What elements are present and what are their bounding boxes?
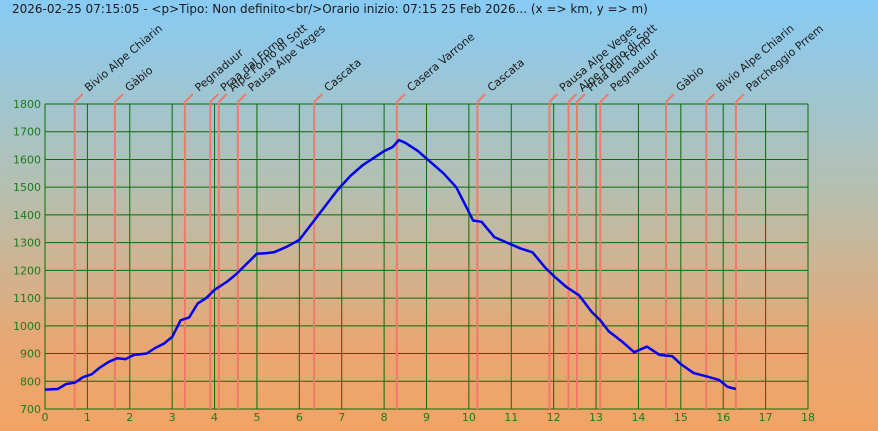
waypoint-tick [237,93,247,103]
x-tick-label: 9 [423,411,430,424]
waypoint-label: Cascata [485,56,527,94]
axis-ticks: 0 1 2 3 4 5 6 7 8 9 10 11 12 13 14 15 16 17 18700800900100… [13,98,815,424]
x-tick-label: 15 [674,411,688,424]
y-tick-label: 1700 [13,126,41,139]
y-tick-label: 1400 [13,209,41,222]
elevation-line [44,138,737,391]
chart-title: 2026-02-25 07:15:05 - <p>Tipo: Non defin… [12,2,648,16]
y-tick-label: 1800 [13,98,41,111]
waypoint-tick [548,93,559,103]
waypoint-tick [705,93,715,103]
waypoint-tick [396,93,406,103]
x-tick-label: 13 [589,411,603,424]
x-tick-label: 16 [716,411,730,424]
waypoint-tick [576,93,586,103]
y-tick-label: 1200 [13,264,41,277]
waypoint-tick [73,93,84,103]
waypoint-tick [476,93,487,103]
y-tick-label: 1000 [13,320,41,333]
x-tick-label: 5 [253,411,260,424]
x-tick-label: 10 [462,411,476,424]
chart-grid [44,103,809,410]
x-tick-label: 1 [84,411,91,424]
waypoint-label: Gàbio [123,64,156,95]
y-tick-label: 800 [20,375,41,388]
series-group [44,138,737,391]
y-tick-label: 900 [20,348,41,361]
x-tick-label: 6 [296,411,303,424]
waypoint-tick [599,93,610,103]
y-tick-label: 1100 [13,292,41,305]
waypoint-tick [735,93,745,103]
x-tick-label: 8 [381,411,388,424]
waypoint-tick [665,93,675,103]
waypoint-tick [114,93,124,103]
y-tick-label: 1600 [13,153,41,166]
x-tick-label: 7 [338,411,345,424]
waypoint-tick [184,93,194,103]
y-tick-label: 1300 [13,237,41,250]
waypoint-label: Gàbio [674,64,707,95]
x-tick-label: 12 [547,411,561,424]
x-tick-label: 2 [126,411,133,424]
y-tick-label: 700 [20,403,41,416]
x-tick-label: 11 [504,411,518,424]
x-tick-label: 4 [211,411,218,424]
x-tick-label: 14 [631,411,645,424]
waypoint-label: Casera Varrone [404,30,477,94]
x-tick-label: 17 [759,411,773,424]
x-tick-label: 18 [801,411,815,424]
waypoint-label: Cascata [322,56,364,94]
waypoint-tick [209,93,220,103]
y-tick-label: 1500 [13,181,41,194]
x-tick-label: 3 [169,411,176,424]
waypoint-tick [218,93,228,103]
waypoint-tick [567,93,578,103]
x-tick-label: 0 [42,411,49,424]
waypoint-tick [313,93,323,103]
